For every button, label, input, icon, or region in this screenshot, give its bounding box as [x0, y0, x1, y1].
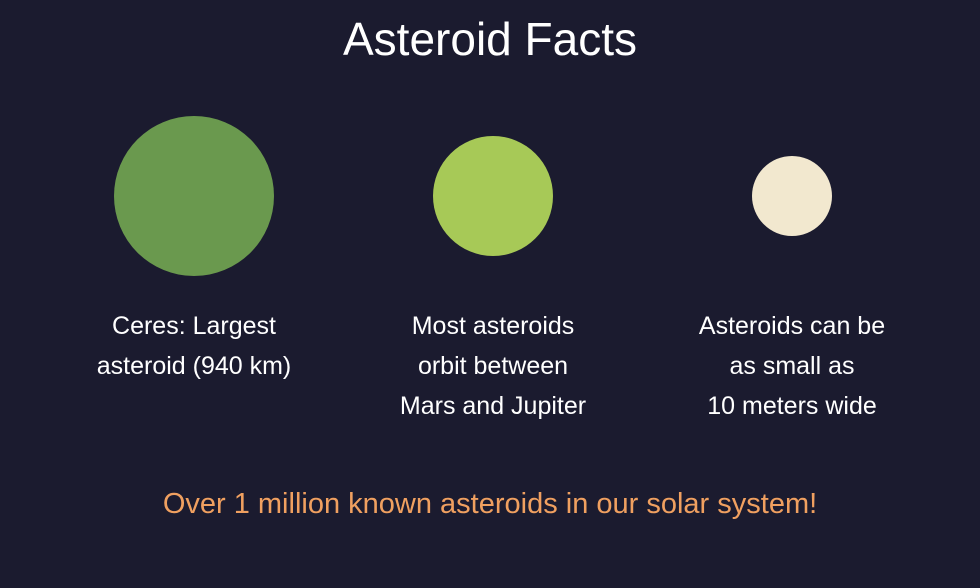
caption-line: Asteroids can be	[698, 312, 886, 340]
caption-line: Most asteroids	[411, 312, 575, 340]
caption-line: asteroid (940 km)	[96, 352, 292, 380]
ceres-circle	[114, 116, 274, 276]
fact-caption-orbit: Most asteroids orbit between Mars and Ju…	[363, 306, 623, 426]
caption-line: Mars and Jupiter	[399, 392, 587, 420]
footer-fact: Over 1 million known asteroids in our so…	[162, 488, 818, 520]
fact-caption-size: Asteroids can be as small as 10 meters w…	[662, 306, 922, 426]
caption-line: orbit between	[417, 352, 569, 380]
fact-caption-ceres: Ceres: Largest asteroid (940 km)	[64, 306, 324, 386]
caption-line: Ceres: Largest	[112, 312, 276, 340]
page-title: Asteroid Facts	[343, 13, 637, 65]
small-asteroid-circle	[752, 156, 832, 236]
belt-asteroid-circle	[433, 136, 553, 256]
caption-line: as small as	[729, 352, 855, 380]
caption-line: 10 meters wide	[707, 392, 877, 420]
